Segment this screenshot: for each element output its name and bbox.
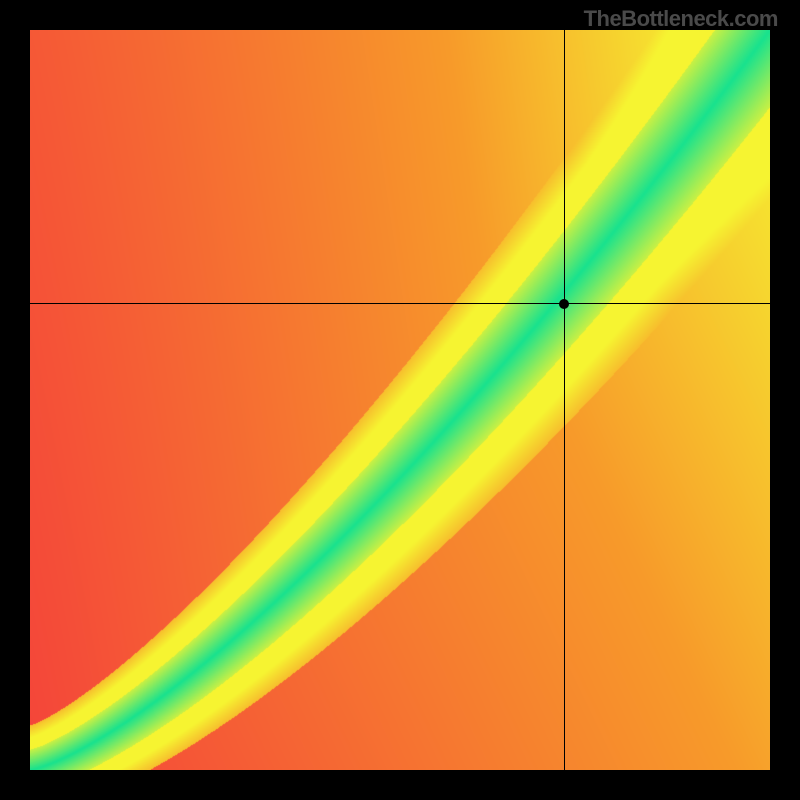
crosshair-horizontal [30,303,770,304]
heatmap-plot-area [30,30,770,770]
crosshair-vertical [564,30,565,770]
watermark-text: TheBottleneck.com [584,6,778,32]
crosshair-marker-dot [559,299,569,309]
heatmap-canvas [30,30,770,770]
